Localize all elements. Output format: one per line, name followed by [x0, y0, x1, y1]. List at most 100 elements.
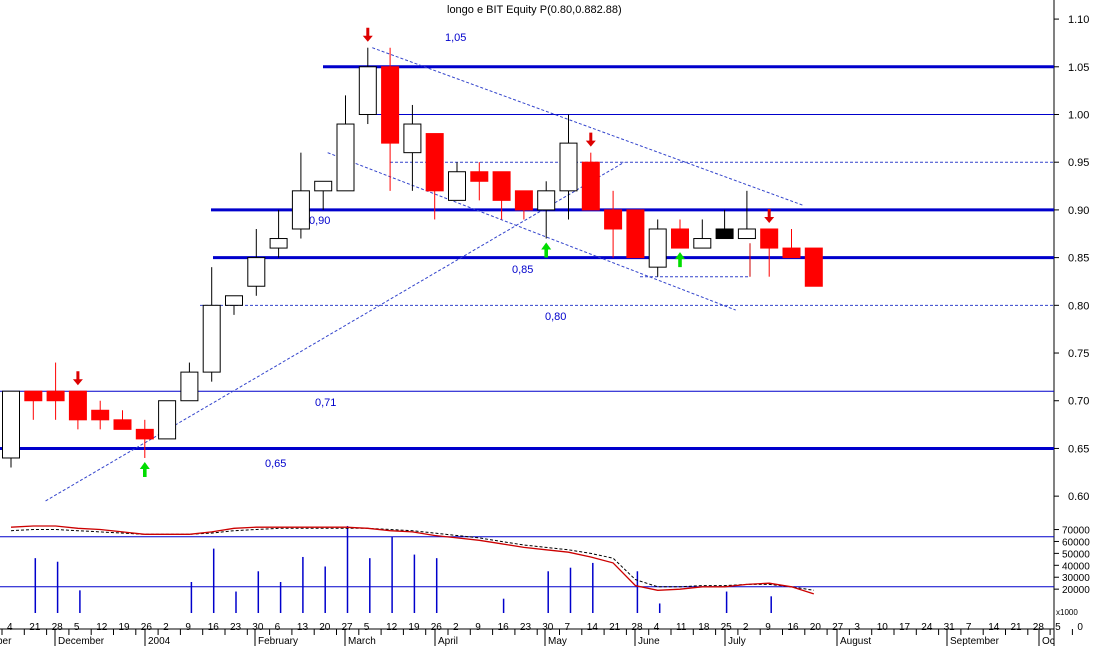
price-tick-label: 0.75	[1068, 348, 1089, 360]
date-tick-label: 17	[899, 622, 911, 633]
candle-body	[782, 247, 801, 259]
date-tick-label: 14	[587, 622, 599, 633]
date-tick-label: 9	[475, 622, 481, 633]
candle-body	[269, 238, 288, 249]
date-tick-label: 16	[498, 622, 510, 633]
sell-signal-arrow	[585, 132, 596, 147]
buy-signal-arrow	[541, 242, 552, 258]
volume-unit-label: x1000	[1056, 608, 1078, 617]
trendline	[327, 152, 736, 311]
volume-tick-label: 70000	[1062, 526, 1090, 537]
candle-body	[46, 390, 65, 402]
price-tick-label: 1.10	[1068, 14, 1089, 26]
date-tick-label: 30	[252, 622, 264, 633]
candle-body	[559, 142, 578, 192]
price-tick-label: 0.90	[1068, 205, 1089, 217]
candle-body	[202, 304, 221, 373]
candle-body	[804, 247, 823, 287]
candle-body	[425, 133, 444, 192]
date-tick-label: 10	[877, 622, 889, 633]
price-tick-label: 0.60	[1068, 491, 1089, 503]
month-label: April	[438, 636, 458, 646]
date-tick-label: 5	[364, 622, 370, 633]
candle-body	[314, 180, 333, 192]
date-tick-label: 6	[275, 622, 281, 633]
date-tick-label: 14	[988, 622, 1000, 633]
date-tick-label: 21	[29, 622, 41, 633]
level-label: 0,65	[265, 458, 286, 470]
date-tick-label: 31	[944, 622, 956, 633]
sell-signal-arrow	[72, 371, 83, 386]
candle-body	[581, 161, 600, 211]
sell-signal-arrow	[362, 27, 373, 42]
volume-tick-label: 20000	[1062, 585, 1090, 596]
date-tick-label: 30	[542, 622, 554, 633]
candle-body	[448, 171, 466, 201]
level-label: 0,85	[512, 264, 533, 276]
date-tick-label: 25	[721, 622, 733, 633]
date-tick-label: 18	[698, 622, 710, 633]
date-tick-label: 28	[52, 622, 64, 633]
date-tick-label: 24	[921, 622, 933, 633]
date-tick-label: 12	[96, 622, 108, 633]
level-label: 0,90	[309, 215, 330, 227]
candle-body	[68, 390, 87, 421]
date-tick-label: 2	[453, 622, 459, 633]
price-tick-label: 0.95	[1068, 157, 1089, 169]
date-tick-label: 19	[119, 622, 131, 633]
candle-body	[403, 123, 422, 154]
chart-title: longo e BIT Equity P(0.80,0.882.88)	[447, 4, 622, 16]
date-tick-label: 28	[1033, 622, 1045, 633]
candle-body	[91, 409, 110, 421]
candle-body	[2, 390, 20, 459]
date-tick-label: 13	[297, 622, 309, 633]
candle-body	[693, 238, 712, 249]
date-tick-label: 4	[7, 622, 13, 633]
level-label: 0,80	[545, 311, 566, 323]
month-label: Oc	[1042, 636, 1055, 646]
candle-body	[180, 371, 199, 402]
date-tick-label: 27	[832, 622, 844, 633]
price-tick-label: 0.80	[1068, 300, 1089, 312]
date-tick-label: 12	[386, 622, 398, 633]
month-label: August	[840, 636, 871, 646]
month-label: December	[58, 636, 105, 646]
candle-body	[470, 171, 489, 182]
buy-signal-arrow	[675, 252, 685, 268]
volume-tick-label: 30000	[1062, 573, 1090, 584]
date-tick-label: 21	[609, 622, 621, 633]
candle-body	[381, 66, 400, 144]
candle-body	[225, 295, 243, 306]
date-tick-label: 26	[141, 622, 153, 633]
date-tick-label: 9	[185, 622, 191, 633]
date-tick-label: 2	[163, 622, 169, 633]
trendline	[372, 47, 803, 206]
moving-average-line-2	[10, 527, 814, 591]
date-tick-label: 11	[676, 622, 687, 633]
date-tick-label: 9	[765, 622, 771, 633]
candle-body	[715, 228, 734, 240]
date-tick-label: 7	[966, 622, 972, 633]
month-label: May	[548, 636, 567, 646]
date-tick-label: 3	[854, 622, 860, 633]
candle-body	[671, 228, 689, 249]
date-tick-label: 21	[1011, 622, 1023, 633]
date-tick-label: 0	[1077, 622, 1083, 633]
month-label: June	[638, 636, 660, 646]
candle-body	[537, 190, 556, 211]
date-tick-label: 7	[565, 622, 571, 633]
chart-title-text: longo e BIT Equity	[447, 4, 537, 16]
date-tick-label: 26	[431, 622, 443, 633]
candle-body	[626, 209, 645, 259]
date-tick-label: 20	[319, 622, 331, 633]
date-tick-label: 28	[631, 622, 643, 633]
price-tick-label: 0.70	[1068, 396, 1089, 408]
candle-body	[247, 257, 266, 287]
month-label: September	[950, 636, 1000, 646]
volume-tick-label: 50000	[1062, 549, 1090, 560]
date-tick-label: 16	[208, 622, 220, 633]
moving-average-line-1	[10, 525, 814, 595]
month-label: July	[728, 636, 746, 646]
